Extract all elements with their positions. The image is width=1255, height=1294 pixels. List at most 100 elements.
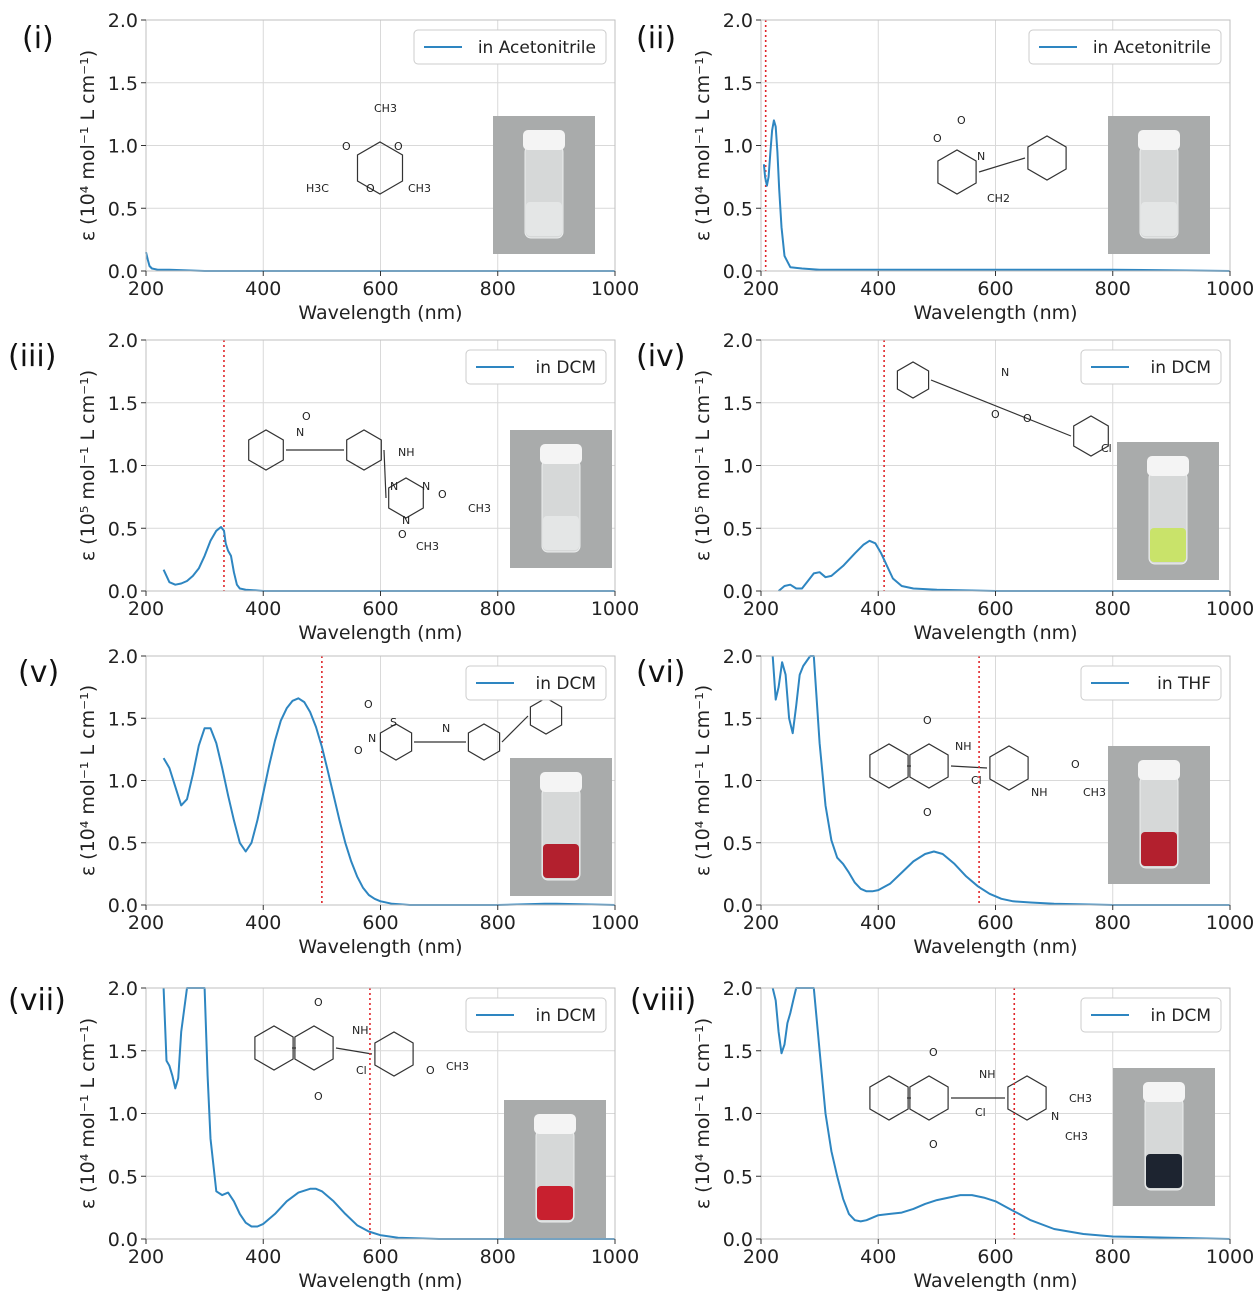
legend-label: in DCM <box>535 358 596 378</box>
y-tick-label: 1.5 <box>108 708 138 730</box>
structure-bond <box>930 379 1072 437</box>
legend-label: in DCM <box>535 674 596 694</box>
y-axis-label: ε (10⁵ mol⁻¹ L cm⁻¹) <box>692 370 714 561</box>
x-tick-label: 600 <box>362 598 398 620</box>
y-tick-label: 1.0 <box>108 1104 138 1126</box>
vial-photo <box>510 758 612 896</box>
y-tick-label: 0.5 <box>723 518 753 540</box>
legend: in Acetonitrile <box>1028 29 1222 65</box>
y-tick-label: 0.5 <box>723 198 753 220</box>
x-tick-label: 200 <box>128 598 164 620</box>
y-tick-label: 0.5 <box>108 518 138 540</box>
y-axis-label: ε (10⁴ mol⁻¹ L cm⁻¹) <box>77 50 99 241</box>
x-tick-label: 600 <box>977 598 1013 620</box>
x-tick-label: 1000 <box>591 598 639 620</box>
series-line <box>162 697 616 906</box>
panel-label: (vi) <box>636 655 686 690</box>
y-tick-label: 0.5 <box>108 833 138 855</box>
legend-label: in DCM <box>1150 358 1211 378</box>
y-tick-label: 0.0 <box>723 261 753 283</box>
structure-atom-label: CH3 <box>468 502 491 515</box>
structure-atom-label: O <box>342 140 351 153</box>
structure-bond <box>501 715 529 743</box>
vial-cap <box>534 1114 576 1134</box>
legend-box <box>413 29 607 65</box>
structure-ring <box>869 743 909 789</box>
vial-solution <box>526 202 562 236</box>
vial-cap <box>540 444 582 464</box>
vial-cap <box>1147 456 1189 476</box>
legend: in DCM <box>465 665 607 701</box>
structure-atom-label: O <box>929 1046 938 1059</box>
structure-atom-label: O <box>438 488 447 501</box>
structure-atom-label: N <box>402 514 410 527</box>
structure-atom-label: O <box>314 996 323 1009</box>
vial-cap <box>523 130 565 150</box>
structure-bond <box>978 157 1026 173</box>
y-tick-label: 0.5 <box>723 833 753 855</box>
legend: in DCM <box>465 997 607 1033</box>
y-axis-label: ε (10⁴ mol⁻¹ L cm⁻¹) <box>692 50 714 241</box>
y-tick-label: 0.5 <box>108 198 138 220</box>
structure-atom-label: N <box>390 480 398 493</box>
y-tick-label: 1.0 <box>723 136 753 158</box>
vial-photo <box>1108 746 1210 884</box>
panel-label: (viii) <box>630 983 696 1018</box>
y-tick-label: 0.0 <box>723 1229 753 1251</box>
panel-label: (iii) <box>8 339 56 374</box>
x-tick-label: 600 <box>362 912 398 934</box>
y-tick-label: 1.5 <box>723 1041 753 1063</box>
structure-atom-label: O <box>302 410 311 423</box>
legend-box <box>1080 997 1222 1033</box>
x-axis-label: Wavelength (nm) <box>913 302 1077 324</box>
x-axis-label: Wavelength (nm) <box>913 1270 1077 1292</box>
x-tick-label: 1000 <box>1206 912 1254 934</box>
structure-ring <box>254 1025 294 1071</box>
x-tick-label: 400 <box>860 598 896 620</box>
structure-atom-label: CH3 <box>1069 1092 1092 1105</box>
structure-ring <box>294 1025 334 1071</box>
x-tick-label: 400 <box>245 1246 281 1268</box>
x-tick-label: 400 <box>245 598 281 620</box>
panel-label: (v) <box>18 655 59 690</box>
structure-atom-label: CH3 <box>1065 1130 1088 1143</box>
legend-box <box>1080 349 1222 385</box>
legend-label: in Acetonitrile <box>478 38 596 58</box>
y-tick-label: 1.5 <box>108 393 138 415</box>
structure-ring <box>379 723 413 761</box>
structure-ring <box>356 141 404 195</box>
structure-atom-label: N <box>1001 366 1009 379</box>
vial-photo <box>1113 1068 1215 1206</box>
x-tick-label: 800 <box>1095 1246 1131 1268</box>
structure-atom-label: Cl <box>975 1106 986 1119</box>
y-tick-label: 2.0 <box>723 646 753 668</box>
x-tick-label: 1000 <box>1206 598 1254 620</box>
vial-solution <box>1150 528 1186 562</box>
y-axis-label: ε (10⁴ mol⁻¹ L cm⁻¹) <box>692 1018 714 1209</box>
x-tick-label: 200 <box>743 912 779 934</box>
panel-label: (i) <box>22 21 54 56</box>
y-tick-label: 0.0 <box>723 895 753 917</box>
x-tick-label: 800 <box>1095 598 1131 620</box>
legend-label: in THF <box>1157 674 1211 694</box>
y-tick-label: 1.5 <box>108 1041 138 1063</box>
vial-photo <box>504 1100 606 1238</box>
y-tick-label: 2.0 <box>723 978 753 1000</box>
vial-solution <box>543 844 579 878</box>
y-tick-label: 0.0 <box>108 581 138 603</box>
structure-ring <box>989 745 1029 791</box>
x-axis-label: Wavelength (nm) <box>298 622 462 644</box>
legend: in DCM <box>1080 349 1222 385</box>
series-line <box>771 655 1230 906</box>
y-tick-label: 2.0 <box>723 10 753 32</box>
structure-atom-label: CH3 <box>1083 786 1106 799</box>
x-tick-label: 400 <box>860 912 896 934</box>
panel-label: (vii) <box>8 983 66 1018</box>
y-tick-label: 1.0 <box>108 136 138 158</box>
panel-label: (iv) <box>636 339 686 374</box>
y-axis-label: ε (10⁴ mol⁻¹ L cm⁻¹) <box>77 1018 99 1209</box>
series-line <box>762 119 1231 272</box>
x-axis-label: Wavelength (nm) <box>913 622 1077 644</box>
y-tick-label: 1.0 <box>108 771 138 793</box>
y-tick-label: 1.5 <box>108 73 138 95</box>
